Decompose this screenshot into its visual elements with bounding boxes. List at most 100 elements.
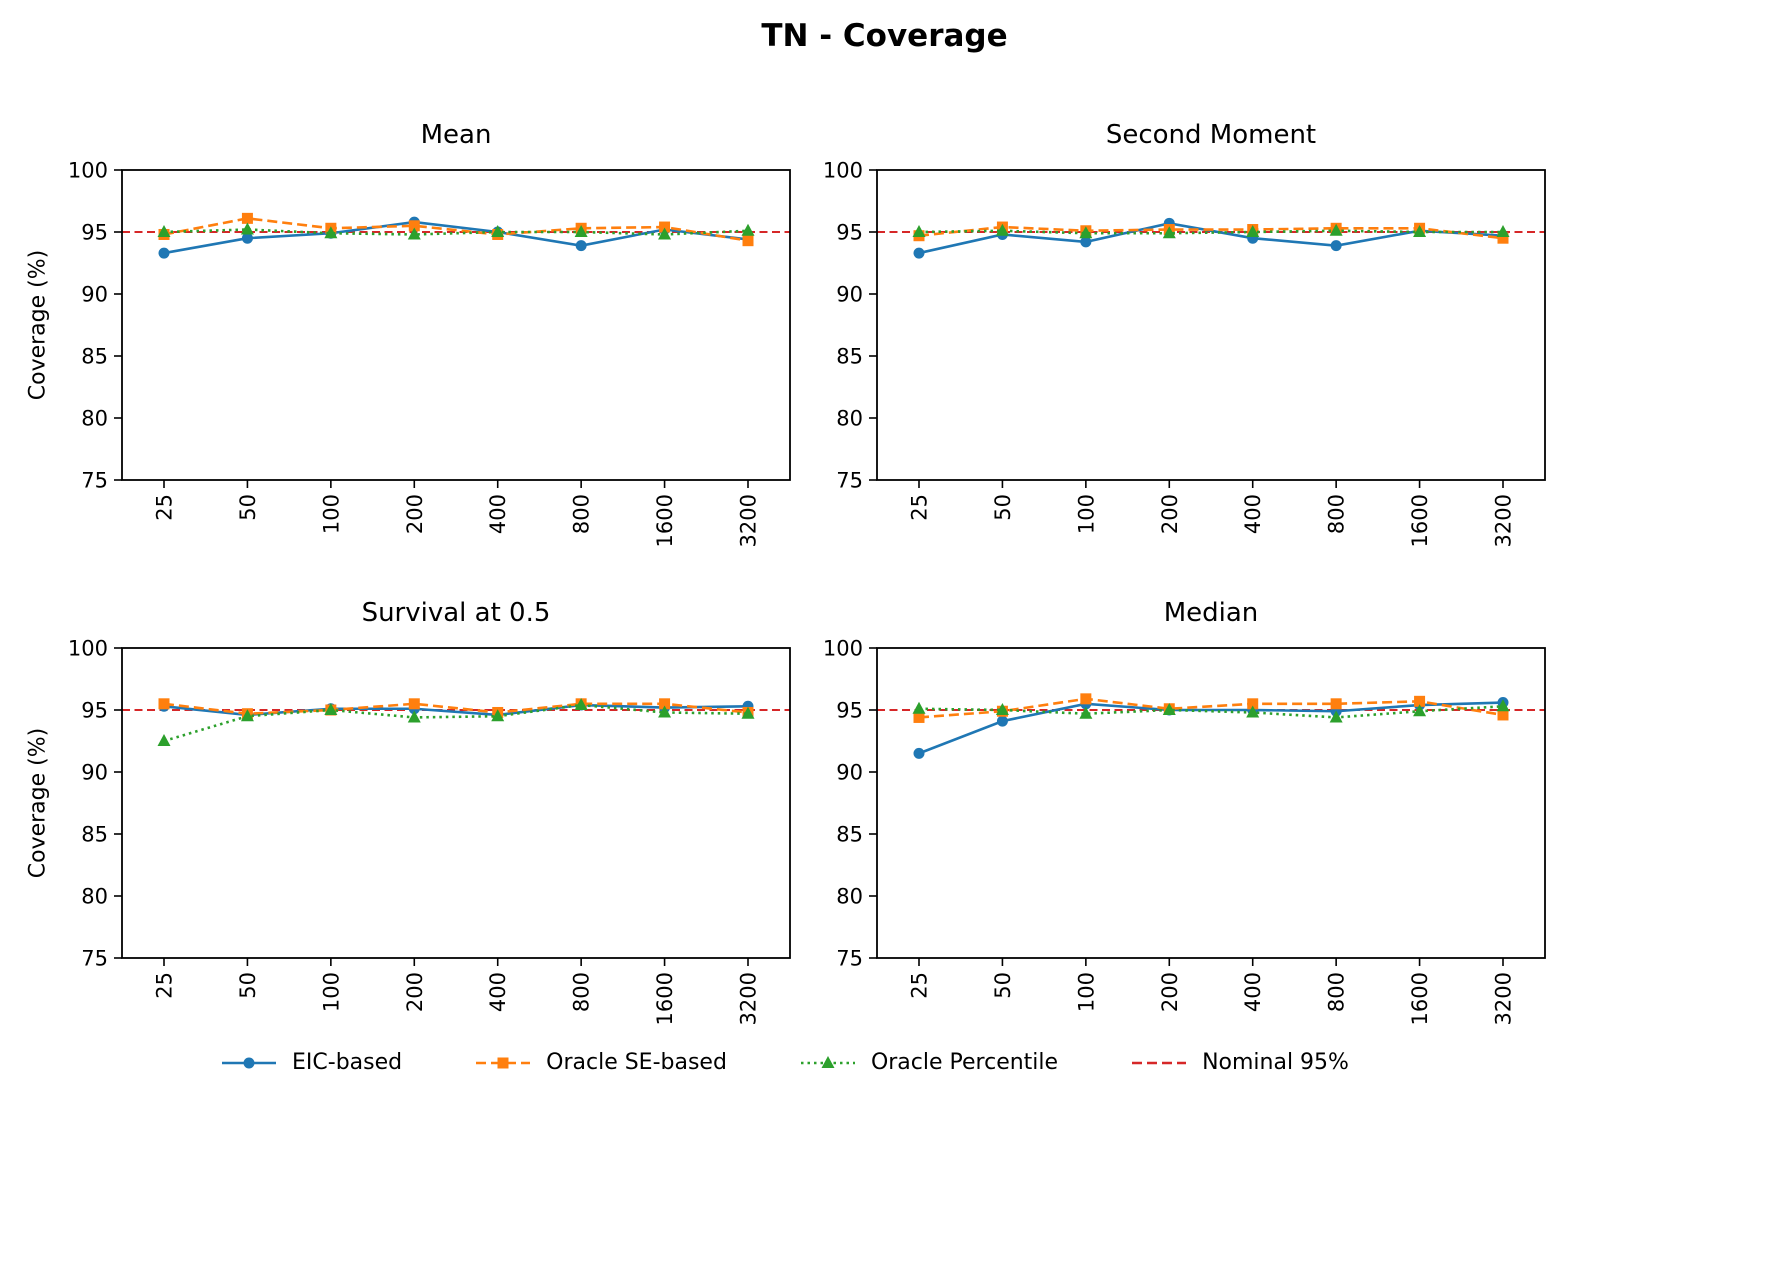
circle-marker — [913, 247, 925, 259]
x-tick-label: 100 — [319, 972, 343, 1012]
triangle-marker — [1329, 223, 1343, 236]
subplot-title-survival-at-0-5: Survival at 0.5 — [361, 598, 551, 628]
x-tick-label: 200 — [403, 972, 427, 1012]
x-tick-label: 100 — [1074, 494, 1098, 534]
circle-marker — [1080, 236, 1092, 248]
y-tick-label: 95 — [81, 699, 108, 723]
triangle-marker — [157, 734, 171, 746]
square-marker — [659, 698, 671, 710]
square-marker — [1247, 698, 1259, 710]
x-tick-label: 200 — [403, 494, 427, 534]
y-tick-label: 85 — [836, 345, 863, 369]
square-marker — [1497, 232, 1509, 244]
y-tick-label: 95 — [836, 699, 863, 723]
x-tick-label: 3200 — [1492, 972, 1516, 1025]
triangle-marker — [240, 222, 254, 235]
eic-based-line-sample-icon — [222, 1057, 277, 1068]
x-tick-label: 200 — [1158, 494, 1182, 534]
triangle-marker — [741, 223, 755, 236]
circle-marker — [241, 232, 253, 244]
triangle-marker — [1496, 699, 1510, 712]
subplot-title-mean: Mean — [420, 120, 492, 150]
triangle-marker — [1079, 226, 1093, 239]
x-tick-label: 800 — [570, 494, 594, 534]
triangle-marker — [491, 225, 505, 237]
x-tick-label: 100 — [319, 494, 343, 534]
x-tick-label: 400 — [1241, 494, 1265, 534]
y-tick-label: 85 — [81, 345, 108, 369]
square-marker — [1080, 693, 1092, 705]
x-tick-label: 50 — [236, 972, 260, 999]
triangle-marker — [995, 703, 1009, 715]
triangle-marker — [1496, 225, 1510, 237]
square-marker — [659, 221, 671, 233]
x-tick-label: 800 — [570, 972, 594, 1012]
square-marker — [1414, 695, 1426, 707]
series-oracle-percentile — [912, 699, 1510, 723]
circle-marker — [158, 247, 170, 259]
chart-mean: 75 80 85 90 95 100 25 50 100 200 400 800 1600 3200 — [68, 159, 791, 548]
circle-marker — [243, 1057, 255, 1068]
y-tick-label: 80 — [81, 407, 108, 431]
x-tick-label: 1600 — [1408, 972, 1432, 1025]
x-tick-label: 50 — [991, 972, 1015, 999]
oracle-percentile-line-sample-icon — [800, 1055, 855, 1068]
square-marker — [913, 711, 925, 723]
triangle-marker — [658, 227, 672, 240]
triangle-marker — [407, 710, 421, 723]
y-tick-label: 90 — [81, 283, 108, 307]
legend-label-nominal-95: Nominal 95% — [1202, 1050, 1349, 1075]
y-tick-label: 90 — [836, 761, 863, 785]
legend-item-nominal-95: Nominal 95% — [1130, 1050, 1349, 1075]
triangle-marker — [491, 709, 505, 722]
triangle-marker — [574, 225, 588, 237]
series-oracle-percentile — [157, 698, 755, 746]
oracle-se-based-line-sample-icon — [476, 1057, 531, 1068]
y-tick-label: 80 — [836, 885, 863, 909]
triangle-marker — [1329, 710, 1343, 723]
legend-item-oracle-se-based: Oracle SE-based — [474, 1050, 727, 1075]
y-tick-label: 100 — [68, 637, 108, 661]
plot-frame — [121, 169, 791, 481]
series-oracle-percentile — [912, 223, 1510, 239]
x-tick-label: 25 — [153, 494, 177, 521]
legend-label-oracle-se-based: Oracle SE-based — [546, 1050, 727, 1075]
legend: EIC-based Oracle SE-based Oracle Percent… — [0, 1050, 1769, 1075]
x-tick-label: 50 — [991, 494, 1015, 521]
x-tick-label: 800 — [1325, 494, 1349, 534]
triangle-marker — [1079, 706, 1093, 719]
x-tick-label: 25 — [908, 972, 932, 999]
x-tick-label: 400 — [486, 494, 510, 534]
x-tick-label: 25 — [908, 494, 932, 521]
square-marker — [241, 212, 253, 224]
x-tick-label: 800 — [1325, 972, 1349, 1012]
subplot-title-second-moment: Second Moment — [1105, 120, 1317, 150]
square-marker — [742, 235, 754, 247]
x-tick-label: 3200 — [737, 494, 761, 547]
x-tick-label: 400 — [1241, 972, 1265, 1012]
axes: 75 80 85 90 95 100 25 50 100 200 400 800 1600 3200 — [68, 159, 761, 548]
circle-marker — [575, 240, 587, 252]
triangle-marker — [407, 227, 421, 240]
y-tick-label: 100 — [823, 159, 863, 183]
square-marker — [408, 698, 420, 710]
chart-survival-at-0-5: 75 80 85 90 95 100 25 50 100 200 400 800 1600 3200 — [68, 637, 791, 1025]
triangle-marker — [1246, 705, 1260, 718]
legend-item-oracle-percentile: Oracle Percentile — [799, 1050, 1058, 1075]
triangle-marker — [324, 703, 338, 715]
x-tick-label: 1600 — [1408, 494, 1432, 547]
triangle-marker — [1162, 703, 1176, 715]
plot-frame — [876, 169, 1546, 481]
square-marker — [158, 698, 170, 710]
x-tick-label: 3200 — [737, 972, 761, 1025]
square-marker — [1497, 709, 1509, 721]
triangle-marker — [1413, 225, 1427, 237]
y-tick-label: 75 — [81, 469, 108, 493]
triangle-marker — [995, 223, 1009, 236]
triangle-marker — [240, 709, 254, 722]
square-marker — [408, 220, 420, 232]
x-tick-label: 3200 — [1492, 494, 1516, 547]
axes: 75 80 85 90 95 100 25 50 100 200 400 800 1600 3200 — [823, 159, 1516, 548]
x-tick-label: 400 — [486, 972, 510, 1012]
